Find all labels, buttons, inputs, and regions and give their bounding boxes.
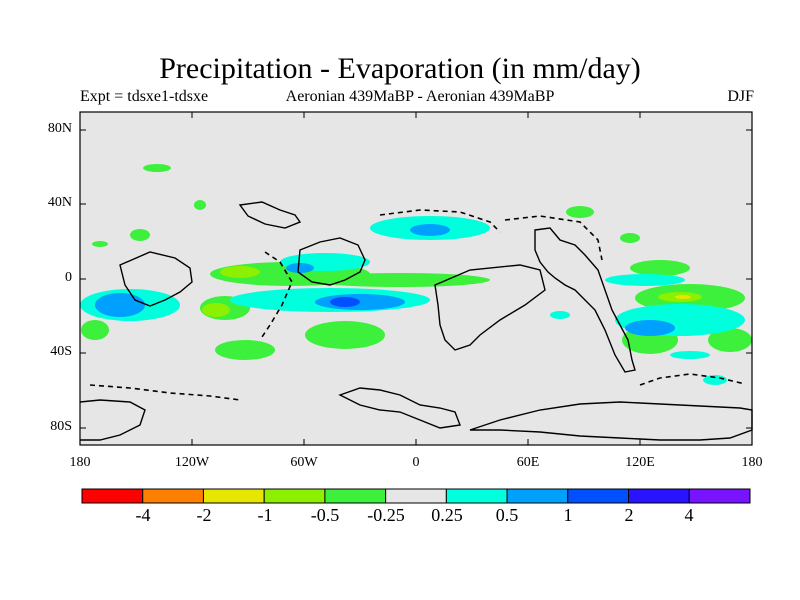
colorbar-swatch [445,488,508,504]
colorbar-label: -4 [135,505,151,525]
coastline-central-islands [297,237,366,286]
colorbar-label: -0.5 [310,505,340,525]
experiment-label: Expt = tdsxe1-tdsxe [80,88,209,105]
coastline-south-continent [79,399,146,441]
field-lightblue [95,293,145,317]
colorbar-swatch [81,488,144,504]
season-label: DJF [727,88,754,105]
colorbar-swatch [567,488,630,504]
field-green [215,340,275,360]
colorbar-label: -2 [196,505,212,525]
coastlines-dashed [89,209,746,401]
x-label-120W: 120W [174,455,210,470]
colorbar-swatch [142,488,204,504]
colorbar-swatch [688,488,751,504]
colorbar-label: 4 [684,505,694,525]
field-cyan [605,274,685,286]
anomaly-fields [80,164,752,385]
coastline-western-isle [119,251,193,307]
coastline-dashed-2 [259,251,293,341]
field-blue [330,297,360,307]
colorbar-label: -0.25 [367,505,405,525]
field-green [630,260,690,276]
field-lightblue [286,263,314,273]
axis-ticks [80,112,752,445]
colorbar-swatch [324,488,387,504]
field-cyan [550,311,570,319]
coastlines [79,201,753,441]
x-label-0: 0 [412,455,420,470]
field-green [81,320,109,340]
field-yellowgreen [202,303,230,317]
field-yellowgreen [220,266,260,278]
field-green [620,233,640,243]
x-label-180-east: 180 [741,455,763,470]
field-green [305,321,385,349]
period-label: Aeronian 439MaBP - Aeronian 439MaBP [285,88,555,105]
field-green [143,164,171,172]
field-green [708,328,752,352]
field-lightblue [625,320,675,336]
y-label-0: 0 [65,270,72,285]
colorbar-swatch [385,488,447,504]
map-title: Precipitation - Evaporation (in mm/day) [159,52,641,85]
colorbar-swatch [263,488,326,504]
field-green [566,206,594,218]
coastline-dashed-5 [639,373,746,386]
y-label-80S: 80S [50,419,72,434]
y-label-80N: 80N [47,121,72,136]
colorbar-label: -1 [257,505,273,525]
field-green [92,241,108,247]
field-cyan [670,351,710,359]
field-green [194,200,206,210]
field-green [130,229,150,241]
colorbar-label: 0.5 [495,505,519,525]
field-yellow [675,295,691,299]
colorbar-swatch [506,488,569,504]
colorbar-swatch [202,488,265,504]
x-label-60E: 60E [516,455,540,470]
coastline-east-continent [534,227,636,373]
field-cyan [703,375,727,385]
coastline-west-landmass [434,264,546,351]
y-label-40N: 40N [47,195,72,210]
x-label-120E: 120E [625,455,655,470]
field-green [310,273,490,287]
coastline-dashed-4 [89,384,241,401]
colorbar-swatch [628,488,690,504]
coastline-south-middle [338,387,461,429]
colorbar [81,488,751,504]
x-label-60W: 60W [290,455,318,470]
x-label-180-west: 180 [69,455,91,470]
field-lightblue [410,224,450,236]
colorbar-label: 2 [624,505,634,525]
colorbar-label: 1 [563,505,573,525]
coastline-dashed-3 [504,215,603,261]
coastline-small-isle [238,201,302,229]
colorbar-label: 0.25 [431,505,463,525]
y-label-40S: 40S [50,344,72,359]
